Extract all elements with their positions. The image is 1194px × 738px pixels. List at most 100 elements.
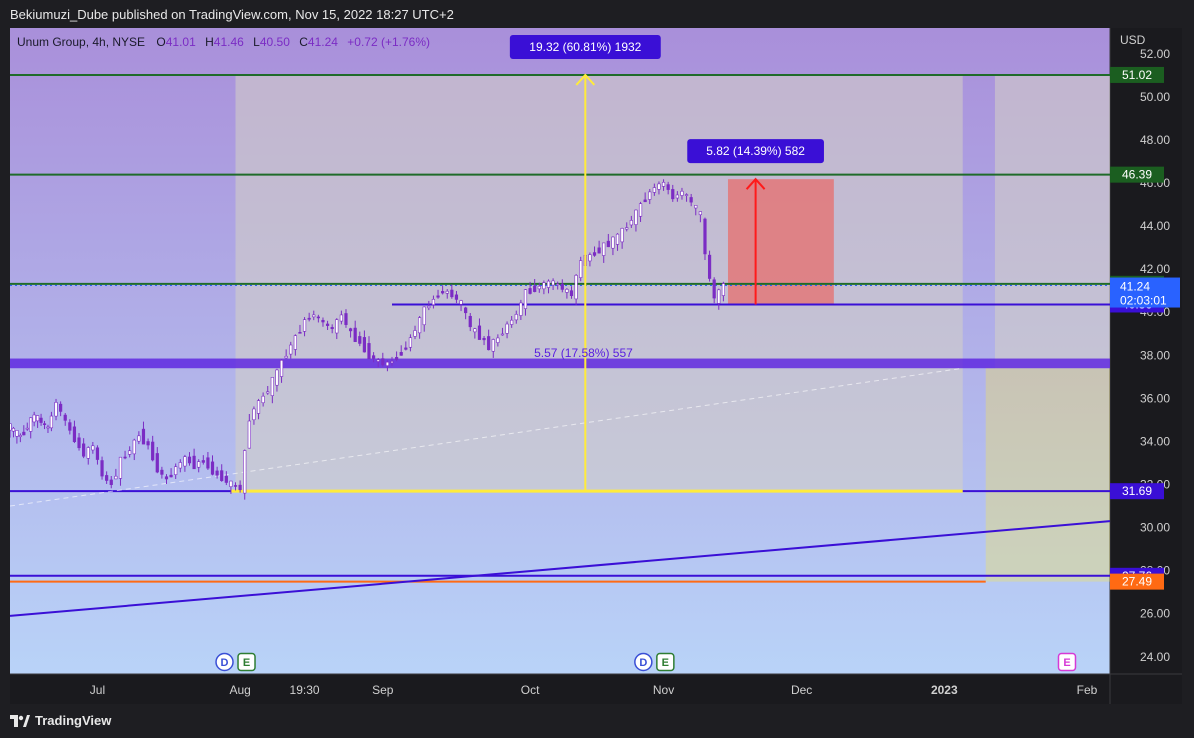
candle-body [238, 484, 242, 491]
dividend-marker[interactable] [634, 652, 653, 672]
y-tick-label: 42.00 [1140, 262, 1170, 276]
candle-body [477, 325, 482, 340]
candle-body [556, 283, 560, 286]
earnings-marker[interactable] [656, 652, 675, 672]
price-chart[interactable]: USD 19.32 (60.81%) 1932 5.82 (14.39%) 582… [10, 28, 1182, 704]
candle-body [42, 423, 47, 425]
support-band [10, 358, 1110, 369]
candle-body [510, 319, 514, 325]
x-tick-label: Aug [229, 683, 250, 697]
candle-body [615, 233, 620, 245]
candle-body [648, 191, 652, 200]
candle-body [155, 453, 159, 473]
candle-body [395, 357, 399, 360]
candle-body [243, 450, 247, 494]
candle-body [215, 470, 219, 476]
candle-body [36, 415, 40, 422]
footer-bar: TradingView [0, 704, 1194, 738]
candle-body [496, 337, 500, 343]
candle-body [252, 408, 256, 421]
candle-body [160, 469, 164, 475]
price-level-tag-label: 51.02 [1122, 68, 1152, 82]
candle-body [256, 400, 261, 414]
earnings-marker-label: E [1063, 657, 1070, 669]
candle-body [284, 355, 288, 359]
candle-body [68, 422, 72, 431]
candle-body [464, 307, 468, 314]
candle-body [519, 302, 523, 316]
candle-body [579, 260, 583, 278]
candle-body [22, 431, 26, 436]
earnings-marker-label: E [662, 657, 669, 669]
candle-body [229, 480, 233, 487]
candle-body [680, 190, 684, 196]
candle-body [620, 228, 624, 243]
candle-body [298, 332, 302, 334]
candle-body [46, 426, 50, 429]
candle-body [694, 205, 698, 209]
candle-body [611, 236, 615, 249]
candle-body [606, 240, 610, 248]
earnings-marker[interactable] [1057, 652, 1077, 672]
candle-body [666, 184, 670, 190]
range-label: 5.57 (17.58%) 557 [534, 346, 633, 360]
candle-body [574, 274, 578, 300]
candle-body [39, 417, 43, 423]
price-series [10, 179, 725, 500]
tradingview-logo[interactable]: TradingView [10, 713, 111, 728]
candle-body [72, 426, 77, 443]
candle-body [95, 447, 100, 460]
candle-body [330, 327, 334, 330]
candle-body [137, 435, 141, 442]
candle-body [625, 227, 629, 230]
candle-body [505, 323, 509, 334]
measure-arrow-head [575, 73, 596, 86]
candle-body [436, 295, 440, 298]
time-axis [10, 674, 1110, 704]
candle-body [302, 319, 307, 332]
candle-body [197, 461, 201, 468]
candle-body [427, 305, 431, 309]
candle-body [32, 414, 36, 423]
candle-body [588, 254, 592, 262]
y-tick-label: 44.00 [1140, 219, 1170, 233]
measure-label: 19.32 (60.81%) 1932 [529, 40, 641, 54]
candle-body [684, 194, 689, 196]
candle-body [201, 460, 205, 463]
measure-tools[interactable]: 19.32 (60.81%) 1932 5.82 (14.39%) 582 5.57… [509, 34, 824, 492]
legend-o-label: O [156, 35, 165, 49]
candle-body [164, 476, 169, 480]
candle-body [15, 430, 19, 437]
range-zone-right [994, 74, 1110, 369]
candle-body [187, 456, 192, 464]
legend-h-label: H [205, 35, 214, 49]
candle-body [459, 300, 463, 305]
axis-labels: 52.0050.0048.0046.0044.0042.0040.0038.00… [90, 47, 1180, 697]
trend-line[interactable] [10, 520, 1111, 617]
candle-body [565, 289, 569, 293]
candle-body [408, 337, 413, 348]
dividend-marker[interactable] [215, 652, 234, 672]
candle-body [344, 313, 348, 325]
candle-body [11, 427, 16, 432]
current-price-tag [1110, 277, 1180, 308]
candle-body [523, 289, 528, 309]
measure-label: 5.82 (14.39%) 582 [706, 144, 805, 158]
publisher-header: Bekiumuzi_Dube published on TradingView.… [0, 0, 1194, 28]
price-level-tag-label: 27.49 [1122, 575, 1152, 589]
candle-body [390, 361, 394, 364]
candle-body [348, 328, 353, 332]
price-level-tag [1110, 573, 1164, 590]
candle-body [500, 333, 505, 336]
candle-body [514, 314, 518, 321]
earnings-marker[interactable] [237, 652, 256, 672]
candle-body [689, 197, 693, 203]
candle-body [445, 290, 449, 294]
legend-o-value: 41.01 [166, 35, 196, 49]
candle-body [25, 427, 29, 430]
current-price-label: 41.24 [1120, 280, 1150, 294]
candle-body [671, 189, 675, 200]
candle-body [367, 343, 371, 360]
drawing-lines [10, 73, 1111, 617]
